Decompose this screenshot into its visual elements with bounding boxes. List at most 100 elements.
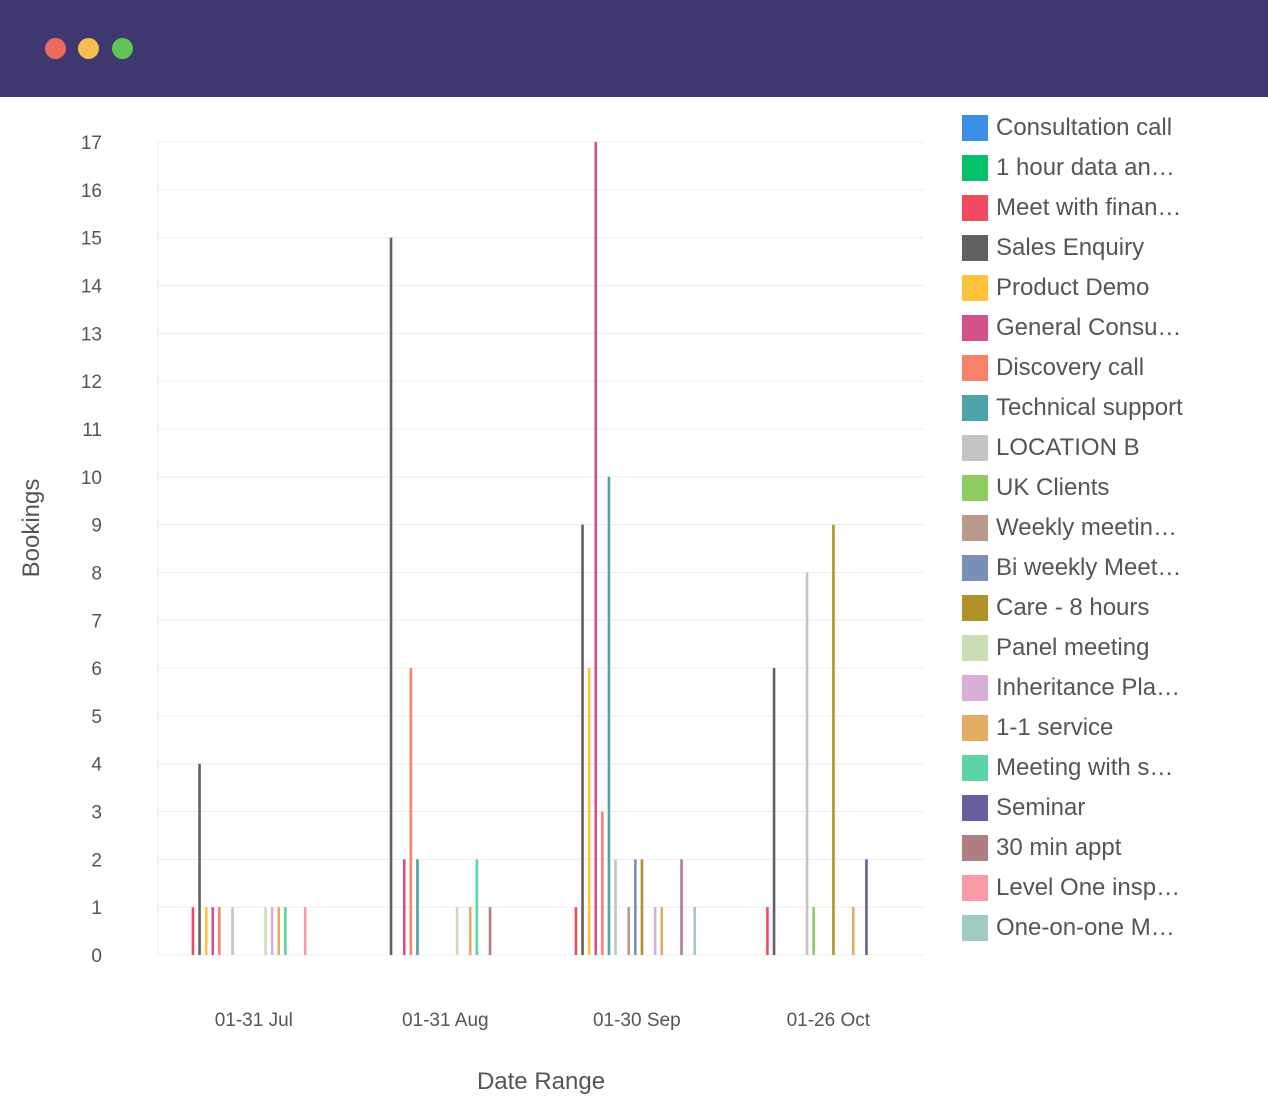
y-tick-label: 8 <box>91 563 102 584</box>
bars <box>191 142 868 955</box>
legend-swatch <box>962 195 988 221</box>
y-tick-label: 4 <box>91 755 102 776</box>
window-titlebar <box>0 0 1268 97</box>
bar[interactable] <box>627 907 631 955</box>
bar[interactable] <box>653 907 657 955</box>
grid <box>157 141 924 956</box>
legend-label: Sales Enquiry <box>996 234 1145 261</box>
bar[interactable] <box>574 907 578 955</box>
legend-item[interactable]: Inheritance Pla… <box>962 668 1262 708</box>
y-axis-title: Bookings <box>18 479 45 578</box>
bar[interactable] <box>594 142 598 955</box>
bar[interactable] <box>634 859 637 955</box>
y-tick-label: 13 <box>81 324 102 345</box>
legend-swatch <box>962 915 988 941</box>
bar[interactable] <box>284 907 287 955</box>
bar[interactable] <box>218 907 221 955</box>
legend-label: General Consu… <box>996 314 1182 341</box>
legend-item[interactable]: Discovery call <box>962 348 1262 388</box>
legend-item[interactable]: UK Clients <box>962 468 1262 508</box>
legend-item[interactable]: One-on-one M… <box>962 908 1262 948</box>
bar[interactable] <box>488 907 492 955</box>
bar[interactable] <box>191 907 195 955</box>
legend-item[interactable]: 1-1 service <box>962 708 1262 748</box>
bar[interactable] <box>198 763 201 955</box>
minimize-window-button[interactable] <box>78 38 99 59</box>
legend-item[interactable]: Consultation call <box>962 108 1262 148</box>
bar[interactable] <box>581 524 584 955</box>
bar[interactable] <box>851 907 855 955</box>
bar[interactable] <box>680 859 683 955</box>
chart-legend: Consultation call 1 hour data an… Meet wit… <box>962 108 1262 948</box>
y-tick-label: 2 <box>91 850 102 871</box>
legend-item[interactable]: Technical support <box>962 388 1262 428</box>
legend-item[interactable]: Meet with finan… <box>962 188 1262 228</box>
legend-label: Bi weekly Meet… <box>996 554 1182 581</box>
legend-item[interactable]: Weekly meetin… <box>962 508 1262 548</box>
bar[interactable] <box>277 907 281 955</box>
legend-swatch <box>962 315 988 341</box>
bar[interactable] <box>805 572 809 955</box>
bar[interactable] <box>475 859 479 955</box>
x-tick-label: 01-26 Oct <box>787 1010 871 1031</box>
bar[interactable] <box>416 859 419 955</box>
legend-item[interactable]: LOCATION B <box>962 428 1262 468</box>
bar[interactable] <box>264 907 267 955</box>
legend-swatch <box>962 235 988 261</box>
legend-item[interactable]: Level One insp… <box>962 868 1262 908</box>
legend-item[interactable]: Panel meeting <box>962 628 1262 668</box>
legend-item[interactable]: Sales Enquiry <box>962 228 1262 268</box>
y-tick-label: 3 <box>91 803 102 824</box>
legend-item[interactable]: General Consu… <box>962 308 1262 348</box>
x-axis-title: Date Range <box>477 1068 605 1095</box>
bar[interactable] <box>402 859 406 955</box>
legend-swatch <box>962 595 988 621</box>
legend-label: 30 min appt <box>996 834 1122 861</box>
y-tick-label: 0 <box>91 946 102 967</box>
bar[interactable] <box>389 237 393 955</box>
legend-item[interactable]: Seminar <box>962 788 1262 828</box>
bar[interactable] <box>303 907 307 955</box>
bar[interactable] <box>660 907 664 955</box>
x-axis-ticks: 01-31 Jul 01-31 Aug 01-30 Sep 01-26 Oct <box>215 1010 871 1031</box>
legend-item[interactable]: Product Demo <box>962 268 1262 308</box>
legend-item[interactable]: Meeting with s… <box>962 748 1262 788</box>
legend-item[interactable]: 30 min appt <box>962 828 1262 868</box>
bar[interactable] <box>693 907 697 955</box>
bar[interactable] <box>766 907 769 955</box>
legend-swatch <box>962 435 988 461</box>
bar[interactable] <box>607 476 611 955</box>
y-tick-label: 1 <box>91 898 102 919</box>
bar[interactable] <box>211 907 215 955</box>
legend-label: Consultation call <box>996 114 1173 141</box>
legend-item[interactable]: 1 hour data an… <box>962 148 1262 188</box>
bar[interactable] <box>640 859 644 955</box>
legend-item[interactable]: Bi weekly Meet… <box>962 548 1262 588</box>
bar[interactable] <box>409 668 413 955</box>
bar[interactable] <box>865 859 868 955</box>
legend-label: Product Demo <box>996 274 1150 301</box>
legend-label: Inheritance Pla… <box>996 674 1181 701</box>
legend-item[interactable]: Care - 8 hours <box>962 588 1262 628</box>
y-tick-label: 16 <box>81 181 102 202</box>
close-window-button[interactable] <box>45 38 66 59</box>
legend-label: UK Clients <box>996 474 1110 501</box>
bar[interactable] <box>772 668 776 955</box>
bar[interactable] <box>455 907 459 955</box>
x-tick-label: 01-31 Aug <box>402 1010 489 1031</box>
legend-label: 1-1 service <box>996 714 1114 741</box>
bar[interactable] <box>587 668 591 955</box>
legend-label: 1 hour data an… <box>996 154 1175 181</box>
legend-swatch <box>962 795 988 821</box>
bar[interactable] <box>231 907 234 955</box>
bar[interactable] <box>468 907 472 955</box>
bar[interactable] <box>614 859 617 955</box>
bar[interactable] <box>270 907 274 955</box>
bar[interactable] <box>812 907 815 955</box>
bar[interactable] <box>204 907 208 955</box>
legend-swatch <box>962 395 988 421</box>
bar[interactable] <box>601 811 604 955</box>
y-tick-label: 9 <box>91 516 102 537</box>
maximize-window-button[interactable] <box>112 38 133 59</box>
bar[interactable] <box>832 524 835 955</box>
